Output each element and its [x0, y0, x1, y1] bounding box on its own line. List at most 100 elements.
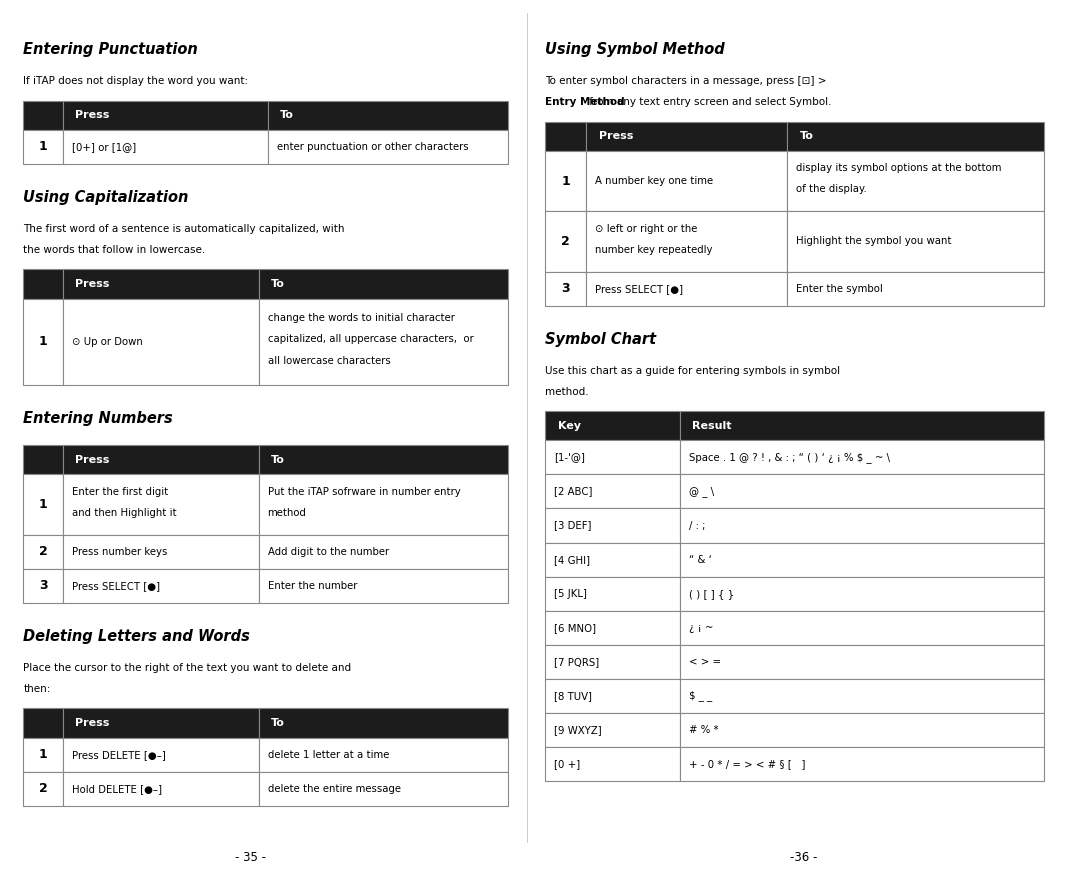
Text: 3: 3 [39, 580, 48, 592]
Text: Press: Press [599, 132, 633, 141]
Text: A number key one time: A number key one time [595, 176, 714, 186]
Text: enter punctuation or other characters: enter punctuation or other characters [277, 142, 469, 152]
Bar [545, 272, 586, 306]
Text: ⊙ left or right or the: ⊙ left or right or the [595, 224, 698, 233]
Bar [545, 411, 679, 440]
Text: Press SELECT [●]: Press SELECT [●] [72, 581, 160, 591]
Text: Enter the first digit: Enter the first digit [72, 487, 168, 496]
Bar [545, 151, 586, 211]
Text: [0+] or [1@]: [0+] or [1@] [72, 142, 136, 152]
Text: and then Highlight it: and then Highlight it [72, 508, 177, 517]
Text: change the words to initial character: change the words to initial character [267, 313, 455, 324]
Text: -36 -: -36 - [790, 852, 818, 864]
Bar [23, 535, 63, 569]
Text: method.: method. [545, 387, 589, 396]
Bar [545, 543, 679, 577]
Bar [679, 747, 1044, 781]
Bar [23, 298, 63, 385]
Bar [545, 122, 586, 151]
Text: ⊙ Up or Down: ⊙ Up or Down [72, 337, 143, 347]
Bar [545, 747, 679, 781]
Text: To enter symbol characters in a message, press [⊡] >: To enter symbol characters in a message,… [545, 76, 826, 86]
Text: To: To [280, 111, 294, 120]
Text: @ _ \: @ _ \ [689, 486, 714, 497]
Bar [63, 772, 259, 806]
Text: capitalized, all uppercase characters,  or: capitalized, all uppercase characters, o… [267, 334, 473, 345]
Text: Place the cursor to the right of the text you want to delete and: Place the cursor to the right of the tex… [23, 663, 351, 673]
Bar [787, 151, 1044, 211]
Bar [23, 446, 63, 474]
Bar [679, 474, 1044, 509]
Bar [63, 101, 267, 130]
Text: Symbol Chart: Symbol Chart [545, 332, 656, 346]
Text: Using Symbol Method: Using Symbol Method [545, 42, 725, 57]
Text: 2: 2 [561, 235, 570, 248]
Bar [23, 269, 63, 298]
Text: [5 JKL]: [5 JKL] [554, 588, 587, 599]
Text: number key repeatedly: number key repeatedly [595, 245, 712, 254]
Text: Press DELETE [●–]: Press DELETE [●–] [72, 750, 166, 759]
Text: Deleting Letters and Words: Deleting Letters and Words [23, 629, 250, 644]
Bar [23, 709, 63, 738]
Text: 2: 2 [39, 782, 48, 795]
Text: Use this chart as a guide for entering symbols in symbol: Use this chart as a guide for entering s… [545, 366, 840, 375]
Text: / : ;: / : ; [689, 521, 705, 531]
Bar [259, 569, 508, 602]
Text: all lowercase characters: all lowercase characters [267, 355, 391, 366]
Text: [0 +]: [0 +] [554, 759, 580, 769]
Text: display its symbol options at the bottom: display its symbol options at the bottom [797, 163, 1002, 173]
Text: To: To [271, 455, 284, 465]
Text: 1: 1 [39, 335, 48, 348]
Bar [679, 509, 1044, 543]
Text: delete the entire message: delete the entire message [267, 784, 400, 794]
Text: Using Capitalization: Using Capitalization [23, 189, 189, 205]
Text: Enter the symbol: Enter the symbol [797, 283, 883, 294]
Text: + - 0 * / = > < # § [   ]: + - 0 * / = > < # § [ ] [689, 759, 805, 769]
Bar [23, 738, 63, 772]
Bar [23, 130, 63, 164]
Text: Press: Press [76, 279, 110, 289]
Bar [787, 122, 1044, 151]
Bar [545, 474, 679, 509]
Text: Put the iTAP sofrware in number entry: Put the iTAP sofrware in number entry [267, 487, 460, 496]
Text: 2: 2 [39, 545, 48, 559]
Text: 1: 1 [561, 175, 570, 188]
Bar [679, 577, 1044, 610]
Text: Entering Punctuation: Entering Punctuation [23, 42, 198, 57]
Bar [259, 446, 508, 474]
Bar [787, 211, 1044, 272]
Bar [259, 738, 508, 772]
Bar [679, 543, 1044, 577]
Bar [545, 645, 679, 679]
Text: of the display.: of the display. [797, 184, 867, 194]
Text: Highlight the symbol you want: Highlight the symbol you want [797, 237, 952, 246]
Bar [63, 569, 259, 602]
Text: The first word of a sentence is automatically capitalized, with: The first word of a sentence is automati… [23, 224, 345, 234]
Bar [679, 645, 1044, 679]
Text: [9 WXYZ]: [9 WXYZ] [554, 725, 602, 735]
Bar [63, 535, 259, 569]
Bar [259, 772, 508, 806]
Text: - 35 -: - 35 - [234, 852, 266, 864]
Bar [679, 411, 1044, 440]
Text: [3 DEF]: [3 DEF] [554, 521, 592, 531]
Bar [63, 738, 259, 772]
Text: To: To [271, 718, 284, 728]
Bar [259, 709, 508, 738]
Text: [4 GHI]: [4 GHI] [554, 554, 590, 565]
Bar [259, 269, 508, 298]
Text: Result: Result [692, 421, 732, 431]
Bar [545, 713, 679, 747]
Bar [586, 151, 787, 211]
Text: # % *: # % * [689, 725, 719, 735]
Text: < > =: < > = [689, 657, 721, 667]
Text: “ & ‘: “ & ‘ [689, 554, 711, 565]
Bar [545, 610, 679, 645]
Bar [63, 269, 259, 298]
Text: To: To [800, 132, 814, 141]
Text: To: To [271, 279, 284, 289]
Bar [267, 101, 508, 130]
Bar [679, 610, 1044, 645]
Bar [545, 509, 679, 543]
Bar [679, 440, 1044, 474]
